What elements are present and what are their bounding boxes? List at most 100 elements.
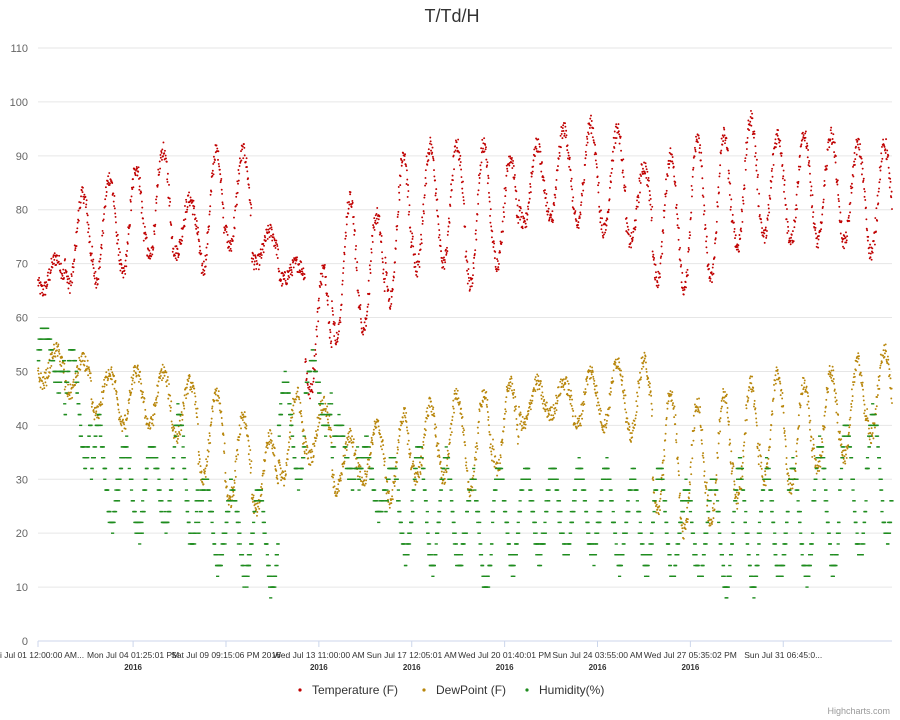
data-point — [714, 238, 717, 241]
data-point — [128, 398, 131, 401]
data-point — [218, 396, 221, 399]
data-point — [219, 181, 222, 184]
data-point — [46, 367, 49, 370]
data-point — [161, 363, 164, 366]
data-point — [220, 410, 223, 413]
data-point — [667, 400, 670, 403]
data-point — [452, 399, 455, 402]
data-point — [279, 473, 282, 476]
data-point — [147, 427, 150, 430]
data-point — [755, 421, 758, 424]
data-point — [687, 250, 690, 253]
data-point — [782, 169, 785, 172]
data-point — [845, 231, 847, 234]
data-point — [410, 244, 413, 247]
data-point — [115, 393, 118, 396]
data-point — [476, 445, 479, 447]
data-point — [597, 184, 600, 187]
data-point — [477, 420, 480, 423]
data-point — [653, 491, 656, 494]
data-point — [426, 407, 429, 410]
data-point — [646, 170, 649, 173]
data-point — [610, 390, 612, 393]
data-point — [889, 177, 892, 180]
data-point — [414, 253, 417, 256]
data-point — [138, 375, 141, 378]
data-point — [408, 448, 411, 451]
data-point — [349, 191, 352, 194]
data-point — [849, 201, 852, 204]
data-point — [670, 153, 673, 156]
data-point — [676, 224, 679, 227]
data-point — [857, 146, 860, 149]
data-point — [782, 404, 785, 407]
data-point — [415, 274, 418, 276]
data-point — [872, 240, 875, 242]
data-point — [223, 226, 226, 229]
data-point — [785, 457, 788, 459]
data-point — [155, 397, 158, 399]
data-point — [570, 180, 572, 182]
data-point — [220, 417, 223, 419]
data-point — [335, 343, 337, 346]
data-point — [132, 178, 134, 181]
data-point — [233, 227, 236, 230]
data-point — [829, 138, 832, 141]
data-point — [417, 253, 420, 255]
data-point — [509, 381, 512, 384]
data-point — [131, 379, 134, 382]
data-point — [91, 245, 94, 248]
data-point — [781, 177, 784, 180]
data-point — [232, 490, 235, 493]
data-point — [688, 231, 691, 234]
data-point — [568, 398, 571, 401]
data-point — [531, 170, 534, 173]
data-point — [734, 234, 737, 237]
data-point — [691, 175, 694, 178]
data-point — [458, 157, 461, 160]
data-point — [531, 395, 534, 398]
data-point — [288, 436, 291, 439]
data-point — [447, 455, 450, 458]
data-point — [571, 188, 574, 191]
data-point — [803, 382, 806, 384]
data-point — [229, 498, 232, 501]
data-point — [755, 417, 758, 420]
data-point — [118, 262, 121, 265]
data-point — [436, 209, 438, 212]
data-point — [157, 380, 160, 383]
data-point — [498, 468, 501, 471]
data-point — [529, 185, 532, 188]
data-point — [92, 267, 95, 270]
data-point — [621, 159, 624, 162]
data-point — [851, 399, 854, 402]
data-point — [745, 404, 748, 407]
data-point — [768, 194, 771, 197]
data-point — [72, 270, 75, 273]
data-point — [237, 179, 240, 182]
data-point — [823, 414, 826, 417]
data-point — [185, 198, 188, 201]
data-point — [429, 397, 432, 400]
data-point — [39, 281, 42, 284]
data-point — [320, 411, 323, 414]
data-point — [722, 399, 725, 402]
data-point — [815, 472, 818, 475]
data-point — [639, 378, 642, 381]
data-point — [197, 226, 199, 229]
data-point — [657, 513, 660, 516]
data-point — [200, 252, 203, 255]
data-point — [516, 204, 519, 207]
data-point — [226, 233, 229, 236]
data-point — [462, 433, 465, 436]
data-point — [401, 160, 404, 163]
data-point — [702, 452, 705, 455]
data-point — [419, 243, 422, 246]
data-point — [586, 375, 589, 378]
data-point — [467, 276, 470, 279]
data-point — [782, 411, 785, 414]
data-point — [871, 432, 874, 434]
data-point — [513, 389, 516, 391]
data-point — [290, 268, 293, 271]
data-point — [618, 142, 621, 145]
